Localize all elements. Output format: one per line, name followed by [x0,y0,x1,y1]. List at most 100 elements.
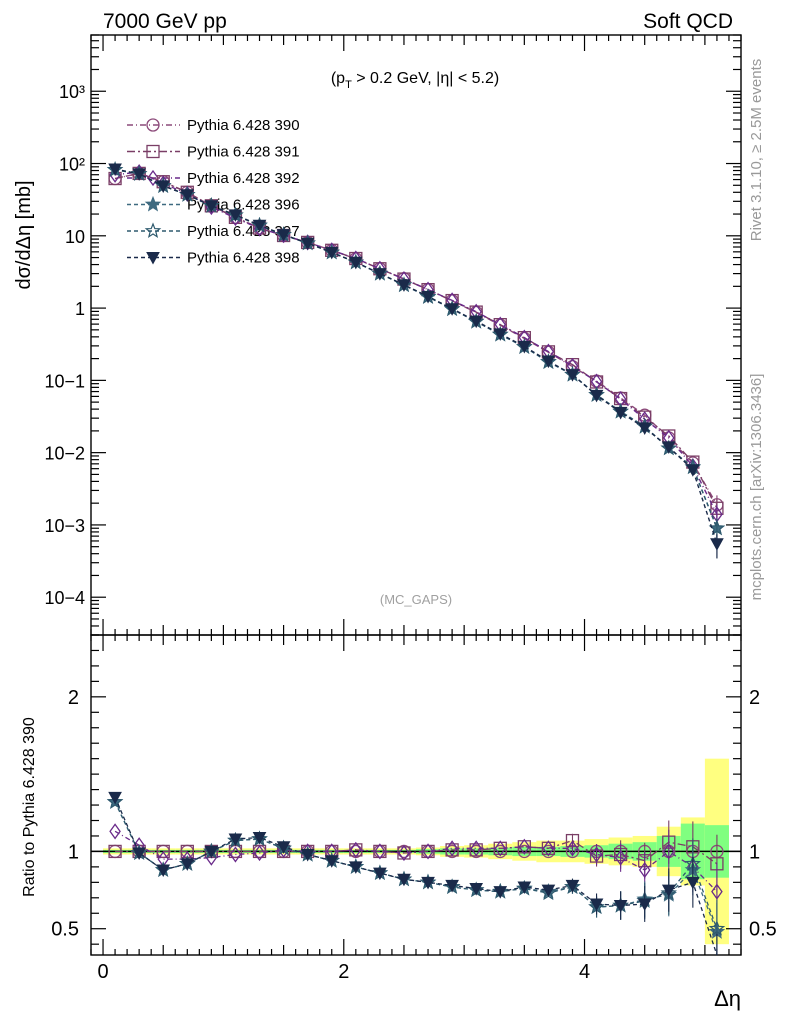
legend-entry [127,118,180,132]
marker-triangle-down [469,315,484,329]
cut-label-subscript: T [345,79,352,91]
marker-diamond [253,844,266,862]
marker-triangle-down [132,168,146,181]
marker-triangle-down [445,879,459,893]
marker-triangle-down [300,237,315,251]
marker-square [108,844,122,859]
ratio-tick-label-left: 2 [68,687,79,709]
y-tick-label: 1 [75,299,85,319]
marker-triangle-down [204,845,219,859]
series-390 [108,166,724,520]
marker-triangle-down [132,847,146,861]
y-tick-label: 10³ [59,82,85,102]
marker-triangle-down [156,864,171,878]
ratio-tick-label-left: 1 [68,841,79,863]
x-tick-label: 0 [97,961,108,983]
legend-label: Pythia 6.428 390 [187,117,300,134]
marker-triangle-down [276,229,291,242]
marker-diamond [350,841,362,858]
marker-triangle-down [108,163,122,177]
marker-triangle-down [637,898,652,912]
marker-triangle-down [613,900,628,913]
marker-diamond [566,840,579,857]
ratio-series-398 [108,791,718,956]
ratio-line [114,797,718,956]
marker-triangle-down [228,209,243,222]
ratio-line [114,801,718,933]
marker-triangle-down [373,867,387,881]
series-line [114,168,718,544]
x-axis-label: Δη [714,986,741,1011]
y-tick-label: 10² [59,155,85,175]
marker-diamond [229,846,242,863]
series-397 [106,161,726,543]
marker-square [156,844,170,859]
legend-label: Pythia 6.428 397 [187,223,300,240]
marker-triangle-down [348,256,363,270]
marker-triangle-down [146,252,160,265]
marker-diamond [614,849,627,866]
marker-star [708,920,726,936]
marker-triangle-down [204,200,219,213]
marker-triangle-down [252,219,267,233]
marker-diamond [542,840,555,857]
marker-star [144,195,162,212]
cut-label: (pT > 0.2 GeV, |η| < 5.2) [331,70,499,91]
cut-label-part-b: > 0.2 GeV, |η| < 5.2) [352,70,499,87]
marker-triangle-down [686,876,700,890]
series-392 [109,164,723,530]
legend-entry [127,195,180,212]
marker-diamond [470,840,482,857]
x-tick-label: 2 [338,961,349,983]
marker-diamond [398,844,410,862]
ratio-series-396 [106,793,726,955]
marker-triangle-down [324,855,339,868]
header-left: 7000 GeV pp [103,10,227,33]
marker-triangle-down [108,791,122,805]
marker-star [144,222,162,239]
marker-triangle-down [541,355,556,369]
legend-entry [127,144,180,159]
marker-diamond [638,861,651,879]
marker-triangle-down [686,464,700,477]
marker-diamond [662,843,675,860]
marker-triangle-down [493,886,508,899]
marker-triangle-down [156,180,171,193]
marker-diamond [109,823,121,840]
marker-triangle-down [252,832,267,845]
marker-triangle-down [324,246,339,260]
cut-label-part-a: (p [331,70,345,87]
series-391 [108,166,724,524]
marker-diamond [590,846,603,863]
y-tick-label: 10 [65,227,85,247]
marker-diamond [711,883,723,900]
legend-entry [127,252,180,265]
marker-triangle-down [348,861,363,874]
ratio-tick-label-left: 0.5 [51,919,79,941]
y-tick-label: 10−3 [44,516,85,536]
marker-triangle-down [397,279,411,292]
y-tick-label: 10−2 [44,444,85,464]
marker-triangle-down [373,268,387,281]
x-tick-labels: 0 2 4 [97,961,590,983]
mcplots-label: mcplots.cern.ch [arXiv:1306.3436] [748,374,765,601]
rivet-label: Rivet 3.1.10, ≥ 2.5M events [748,59,765,242]
marker-triangle-down [589,898,604,912]
marker-triangle-down [565,879,580,893]
y-axis-label: dσ/dΔη [mb] [13,180,35,289]
series-398 [108,163,724,559]
marker-triangle-down [276,841,291,854]
marker-square [146,144,160,159]
watermark-label: (MC_GAPS) [380,592,452,607]
marker-triangle-down [661,441,676,454]
legend-label: Pythia 6.428 392 [187,170,300,187]
marker-triangle-down [517,340,532,354]
ratio-tick-label-right: 1 [749,841,760,863]
y-tick-labels: 10−4 10−3 10−2 10−1 1 10 10² 10³ [44,82,85,608]
legend-entry [127,222,180,239]
marker-star [708,519,726,536]
ratio-tick-labels: 0.5 1 2 0.5 1 2 [51,687,777,941]
marker-triangle-down [493,328,508,341]
marker-triangle-down [397,873,411,887]
